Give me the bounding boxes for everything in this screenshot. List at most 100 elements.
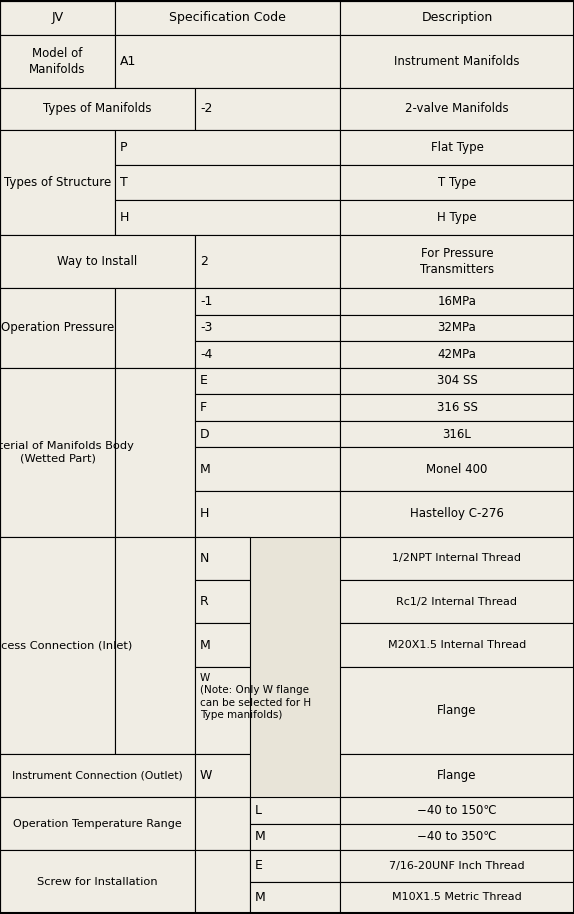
- Text: Description: Description: [421, 11, 492, 25]
- Bar: [340, 420, 574, 447]
- Bar: [195, 341, 340, 367]
- Text: 32MPa: 32MPa: [437, 322, 476, 335]
- Text: 7/16-20UNF Inch Thread: 7/16-20UNF Inch Thread: [389, 861, 525, 871]
- Bar: [0, 35, 115, 88]
- Text: Screw for Installation: Screw for Installation: [37, 877, 158, 887]
- Text: Operation Pressure: Operation Pressure: [1, 322, 114, 335]
- Bar: [195, 367, 340, 394]
- Bar: [340, 824, 574, 850]
- Bar: [195, 667, 250, 754]
- Bar: [195, 623, 250, 667]
- Bar: [340, 1, 574, 35]
- Text: N: N: [200, 552, 210, 565]
- Bar: [250, 850, 340, 882]
- Bar: [195, 420, 340, 447]
- Bar: [0, 1, 115, 35]
- Bar: [250, 797, 340, 824]
- Bar: [340, 394, 574, 420]
- Text: Material of Manifolds Body
(Wetted Part): Material of Manifolds Body (Wetted Part): [0, 441, 133, 463]
- Text: 316L: 316L: [443, 428, 471, 441]
- Bar: [195, 447, 340, 491]
- Bar: [0, 235, 195, 288]
- Bar: [340, 537, 574, 580]
- Text: Hastelloy C-276: Hastelloy C-276: [410, 507, 504, 520]
- Text: 2: 2: [200, 255, 208, 268]
- Bar: [195, 394, 340, 420]
- Bar: [195, 491, 340, 537]
- Text: Types of Manifolds: Types of Manifolds: [43, 102, 152, 115]
- Text: M: M: [200, 462, 211, 475]
- Bar: [195, 754, 250, 797]
- Bar: [195, 797, 250, 850]
- Bar: [115, 130, 340, 165]
- Bar: [115, 200, 340, 235]
- Text: M10X1.5 Metric Thread: M10X1.5 Metric Thread: [392, 892, 522, 902]
- Text: −40 to 150℃: −40 to 150℃: [417, 804, 497, 817]
- Text: 316 SS: 316 SS: [437, 401, 478, 414]
- Text: Rc1/2 Internal Thread: Rc1/2 Internal Thread: [397, 597, 518, 607]
- Bar: [340, 491, 574, 537]
- Bar: [0, 797, 195, 850]
- Text: M: M: [200, 639, 211, 652]
- Bar: [0, 288, 115, 367]
- Text: Process Connection (Inlet): Process Connection (Inlet): [0, 640, 132, 650]
- Bar: [0, 537, 115, 754]
- Text: Monel 400: Monel 400: [426, 462, 488, 475]
- Bar: [340, 667, 574, 754]
- Text: 42MPa: 42MPa: [437, 348, 476, 361]
- Text: D: D: [200, 428, 210, 441]
- Bar: [195, 235, 340, 288]
- Text: Instrument Manifolds: Instrument Manifolds: [394, 55, 519, 68]
- Text: F: F: [200, 401, 207, 414]
- Bar: [340, 754, 574, 797]
- Text: Instrument Connection (Outlet): Instrument Connection (Outlet): [12, 771, 183, 781]
- Text: -3: -3: [200, 322, 212, 335]
- Text: M20X1.5 Internal Thread: M20X1.5 Internal Thread: [388, 640, 526, 650]
- Bar: [0, 88, 195, 130]
- Bar: [115, 1, 340, 35]
- Text: H: H: [200, 507, 210, 520]
- Bar: [195, 580, 250, 623]
- Bar: [195, 850, 250, 913]
- Text: -4: -4: [200, 348, 212, 361]
- Text: Operation Temperature Range: Operation Temperature Range: [13, 819, 182, 829]
- Text: A1: A1: [120, 55, 137, 68]
- Text: 16MPa: 16MPa: [437, 295, 476, 308]
- Bar: [340, 35, 574, 88]
- Bar: [340, 623, 574, 667]
- Bar: [340, 314, 574, 341]
- Bar: [195, 88, 340, 130]
- Text: L: L: [255, 804, 262, 817]
- Text: Types of Structure: Types of Structure: [4, 176, 111, 189]
- Bar: [340, 882, 574, 913]
- Bar: [115, 537, 195, 754]
- Text: Flange: Flange: [437, 769, 477, 782]
- Bar: [340, 88, 574, 130]
- Text: H: H: [120, 211, 129, 224]
- Bar: [340, 447, 574, 491]
- Bar: [340, 200, 574, 235]
- Text: 1/2NPT Internal Thread: 1/2NPT Internal Thread: [393, 553, 522, 563]
- Text: T: T: [120, 176, 128, 189]
- Text: W: W: [200, 769, 212, 782]
- Text: Way to Install: Way to Install: [57, 255, 138, 268]
- Text: Specification Code: Specification Code: [169, 11, 286, 25]
- Bar: [340, 367, 574, 394]
- Text: 304 SS: 304 SS: [437, 375, 478, 388]
- Bar: [115, 165, 340, 200]
- Text: M: M: [255, 891, 266, 904]
- Text: E: E: [255, 859, 263, 873]
- Bar: [195, 314, 340, 341]
- Bar: [340, 850, 574, 882]
- Text: Model of
Manifolds: Model of Manifolds: [29, 47, 86, 76]
- Bar: [250, 882, 340, 913]
- Bar: [115, 288, 195, 367]
- Text: T Type: T Type: [438, 176, 476, 189]
- Bar: [195, 537, 250, 580]
- Bar: [250, 824, 340, 850]
- Bar: [340, 165, 574, 200]
- Bar: [340, 797, 574, 824]
- Text: -2: -2: [200, 102, 212, 115]
- Bar: [0, 754, 195, 797]
- Text: 2-valve Manifolds: 2-valve Manifolds: [405, 102, 509, 115]
